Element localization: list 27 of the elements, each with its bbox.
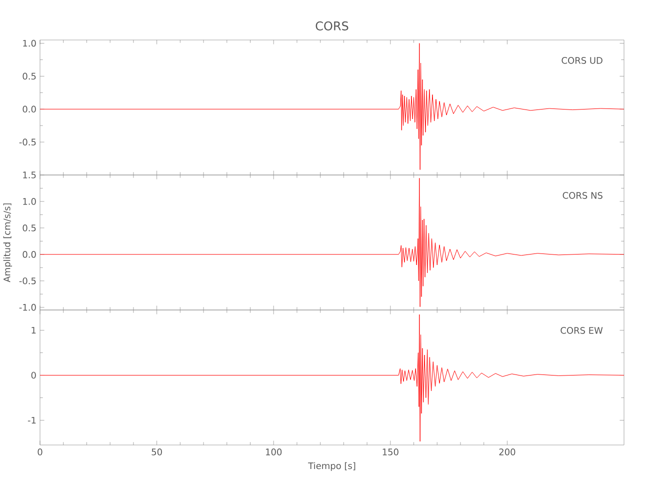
line-series (40, 178, 624, 308)
line-series (40, 43, 624, 170)
annotation: CORS UD (562, 57, 602, 64)
x-tick-label: 150 (382, 448, 398, 456)
x-tick-label: 100 (266, 448, 282, 456)
line-series (40, 314, 624, 442)
y-tick-label: -0.5 (19, 277, 36, 284)
y-axis-title: Amplitud [cm/s/s] (3, 203, 12, 282)
y-tick-label: -1 (28, 416, 36, 424)
x-tick-label: 50 (152, 448, 162, 456)
chart-title: CORS (316, 21, 348, 30)
x-axis-title: Tiempo [s] (308, 462, 356, 471)
annotation: CORS EW (560, 327, 603, 334)
y-tick-label: -1.0 (19, 304, 36, 311)
y-tick-label: 0.5 (22, 72, 36, 80)
y-tick-label: 1.0 (23, 40, 36, 47)
y-tick-label: 0.0 (22, 106, 36, 113)
y-tick-label: 1 (32, 326, 36, 334)
y-tick-label: 0.5 (22, 224, 36, 232)
y-tick-label: 0 (31, 372, 36, 379)
x-tick-label: 0 (38, 448, 42, 456)
x-tick-label: 200 (499, 448, 516, 456)
y-tick-label: 1.0 (23, 198, 36, 205)
y-tick-label: -0.5 (19, 138, 36, 146)
annotation: CORS NS (562, 192, 602, 199)
y-tick-label: 0.0 (22, 250, 36, 258)
y-tick-label: 1.5 (23, 172, 36, 178)
